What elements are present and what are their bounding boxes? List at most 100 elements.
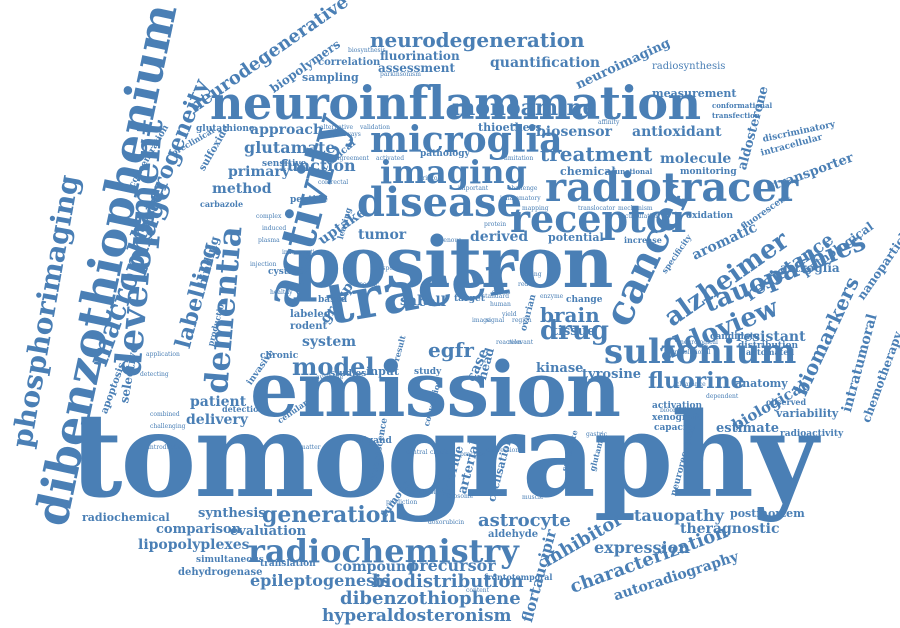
word-tiny: accumulation <box>618 213 660 220</box>
word-ligand: ligand <box>360 436 392 446</box>
word-fluorine: fluorine <box>648 368 745 394</box>
word-rodent: rodent <box>290 321 328 332</box>
word-tiny: specific <box>356 281 380 288</box>
word-capacity: capacity <box>654 423 696 433</box>
word-tyrosine: tyrosine <box>582 367 642 382</box>
word-tiny: venous <box>440 237 462 244</box>
word-glutathione: glutathione <box>196 124 255 134</box>
word-tiny: redox <box>518 281 536 288</box>
word-tiny: complex <box>256 213 282 220</box>
word-tiny: induced <box>262 225 287 232</box>
word-tiny: mechanism <box>618 205 653 212</box>
word-tiny: plasma <box>258 237 280 244</box>
word-tiny: alternative <box>320 124 354 131</box>
word-dibenzothiophene: dibenzothiophene <box>340 588 521 609</box>
word-anatomy: anatomy <box>735 377 788 390</box>
word-glutamate: glutamate <box>244 138 336 157</box>
word-tiny: closing <box>520 271 542 278</box>
word-tiny: region <box>512 317 532 324</box>
word-automated: automated <box>746 347 795 357</box>
word-tiny: injection <box>250 261 277 268</box>
word-quantification: quantification <box>490 55 601 71</box>
word-sulfonium: sulfonium <box>604 332 797 372</box>
word-tiny: matter <box>300 444 321 451</box>
word-change: change <box>566 295 603 305</box>
word-target: target <box>454 294 485 304</box>
word-carbazole: carbazole <box>200 199 244 209</box>
word-chemical: chemical <box>560 165 616 178</box>
word-tiny: validation <box>360 124 391 131</box>
word-molecule: molecule <box>660 151 732 167</box>
word-radiochemical: radiochemical <box>82 511 170 524</box>
word-derived: derived <box>470 229 529 245</box>
word-compound: compound <box>334 559 416 575</box>
word-tiny: yield <box>502 311 517 318</box>
word-tiny: translocator <box>578 205 616 212</box>
word-tiny: practice <box>460 451 485 458</box>
word-tumor: tumor <box>358 227 407 243</box>
word-tiny: colorectal <box>318 179 349 186</box>
word-approach: approach <box>250 122 324 138</box>
word-tiny: response <box>376 265 404 272</box>
word-tomography: tomography <box>70 388 818 524</box>
word-biodistribution: biodistribution <box>372 571 524 592</box>
word-translation: translation <box>260 559 316 569</box>
word-studies: studies <box>330 369 367 379</box>
word-tiny: doxorubicin <box>428 519 465 526</box>
word-precursor: precursor <box>408 556 496 575</box>
word-fluorination: fluorination <box>380 49 460 63</box>
word-estimate: estimate <box>716 421 779 436</box>
word-tiny: neurological <box>680 339 718 346</box>
word-thioethers: thioethers <box>478 121 542 134</box>
word-tiny: combined <box>150 411 180 418</box>
word-synthesis: synthesis <box>198 506 266 521</box>
word-observed: observed <box>766 397 807 407</box>
word-tiny: relevant <box>508 339 534 346</box>
word-neurodegeneration: neurodegeneration <box>370 28 585 52</box>
word-tiny: blooming <box>660 407 689 414</box>
word-increase: increase <box>624 235 662 245</box>
word-astrocyte: astrocyte <box>478 510 571 531</box>
word-tiny: content <box>466 587 490 594</box>
word-tiny: reaction <box>496 339 522 346</box>
word-conformational: conformational <box>712 101 773 110</box>
word-tiny: inflammation <box>282 249 323 256</box>
word-measurement: measurement <box>652 87 737 100</box>
word-dehydrogenase: dehydrogenase <box>178 567 263 578</box>
word-tiny: status <box>492 289 511 296</box>
word-kinase: kinase <box>536 361 584 376</box>
word-tiny: activated <box>376 155 405 162</box>
word-method: method <box>212 181 272 197</box>
word-xenograft: xenograft <box>652 413 701 423</box>
word-treatment: treatment <box>540 142 653 166</box>
word-sampling: sampling <box>302 71 359 84</box>
word-tiny: inflammatory <box>500 195 541 202</box>
word-postmortem: postmortem <box>730 507 805 520</box>
word-tiny: prediction <box>386 499 418 506</box>
word-tiny: mapping <box>522 205 549 212</box>
word-tiny: challenging <box>150 423 186 430</box>
word-tiny: pathways <box>332 131 361 138</box>
word-tiny: dependent <box>706 393 739 400</box>
word-peptide: peptide <box>290 195 328 205</box>
word-study: study <box>414 367 442 377</box>
word-monitoring: monitoring <box>680 167 737 177</box>
word-tiny: agreement <box>336 155 369 162</box>
word-neuroinflammation: neuroinflammation <box>210 76 701 130</box>
word-transfection: transfection <box>712 111 760 120</box>
word-tiny: healthy <box>270 289 293 296</box>
word-simultaneous: simultaneous <box>196 555 264 565</box>
word-tiny: clearance <box>676 381 706 388</box>
word-radiosynthesis: radiosynthesis <box>652 61 726 72</box>
word-variability: variability <box>776 407 839 420</box>
word-based: based <box>318 295 348 305</box>
word-tiny: limitation <box>504 155 534 162</box>
word-lipopolyplexes: lipopolyplexes <box>138 537 250 553</box>
word-tiny: human <box>490 301 511 308</box>
word-imaging: imaging <box>380 153 527 191</box>
word-tiny: translational <box>672 349 711 356</box>
word-tiny: protein <box>484 221 507 228</box>
word-tiny: available <box>316 374 344 381</box>
word-distribution: distribution <box>738 341 799 351</box>
word-tiny: standard <box>482 293 510 300</box>
